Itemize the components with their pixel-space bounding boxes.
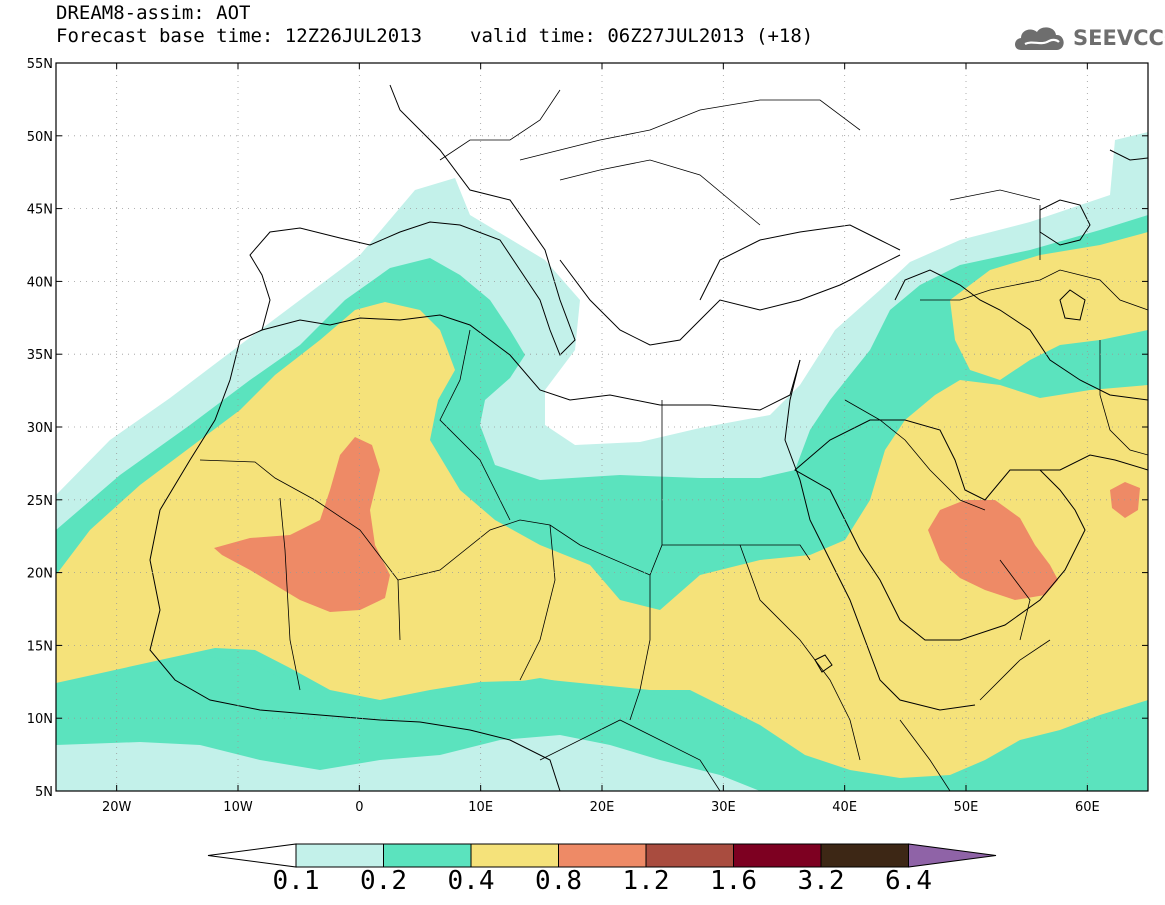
map-time-info: Forecast base time: 12Z26JUL2013 valid ti… [56,27,813,46]
inland-water [814,289,1086,673]
colorbar-label: 0.8 [535,866,582,896]
lon-tick-label: 10W [223,800,253,815]
lat-tick-label: 30N [27,421,53,436]
colorbar-label: 6.4 [885,866,932,896]
aot-level-0.2-south [56,655,900,791]
colorbar-under-arrow [207,843,297,868]
valid-time: valid time: 06Z27JUL2013 (+18) [470,25,814,47]
colorbar-label: 1.2 [622,866,670,896]
map-title: DREAM8-assim: AOT [56,2,251,24]
lat-tick-label: 50N [27,130,53,145]
lat-tick-label: 40N [27,275,53,290]
lat-tick-label: 5N [35,785,53,800]
aot-level-0.4 [56,302,1148,778]
lon-tick-label: 20E [590,800,615,815]
logo-text: SEEVCCC [1073,26,1165,50]
lat-tick-label: 10N [27,712,53,727]
aot-level-0.8-sahara [214,437,390,612]
lon-tick-label: 0 [355,800,363,815]
colorbar-label: 3.2 [797,866,845,896]
colorbar-segment [733,843,822,868]
colorbar-over-arrow [908,843,997,868]
colorbar-segment [295,843,384,868]
lat-tick-label: 55N [27,57,53,72]
lat-tick-label: 15N [27,639,53,654]
aot-level-0.4-north [950,232,1148,380]
cloud-icon [1015,27,1064,50]
colorbar-segment [558,843,647,868]
lat-tick-label: 45N [27,203,53,218]
colorbar-segment [820,843,909,868]
colorbar-label: 0.1 [272,866,320,896]
colorbar-segment [470,843,559,868]
lat-lon-grid [56,63,1148,791]
lon-tick-label: 60E [1075,800,1100,815]
coastlines [149,84,1148,791]
colorbar-segment [645,843,734,868]
aot-level-0.8-arabia [928,500,1058,600]
colorbar-label: 0.2 [360,866,407,896]
forecast-base-time: Forecast base time: 12Z26JUL2013 [56,25,423,47]
lon-tick-label: 40E [832,800,857,815]
colorbar-label: 1.6 [710,866,757,896]
axis-ticks: 55N 50N 45N 40N 35N 30N 25N 20N 15N 10N 5N 20W 10W 0 1… [27,57,1148,815]
lat-tick-label: 35N [27,348,53,363]
lon-tick-label: 10E [468,800,493,815]
seevccc-logo: SEEVCCC [1011,22,1165,54]
lat-tick-label: 25N [27,494,53,509]
lon-tick-label: 50E [954,800,979,815]
aot-level-0.1-south [56,735,760,791]
lat-tick-label: 20N [27,567,53,582]
colorbar [207,843,997,868]
lon-tick-label: 30E [711,800,736,815]
lon-tick-label: 20W [102,800,132,815]
colorbar-segment [383,843,472,868]
colorbar-label: 0.4 [447,866,495,896]
